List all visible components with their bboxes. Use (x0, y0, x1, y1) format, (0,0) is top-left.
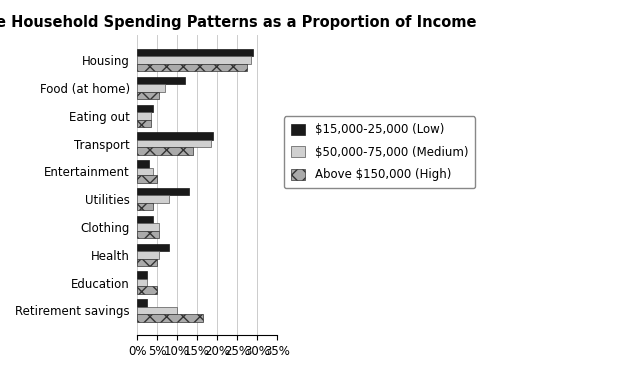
Bar (137, 132, 213, 140)
Bar (137, 258, 157, 266)
Bar (137, 104, 153, 112)
Bar (137, 216, 153, 223)
Bar (137, 223, 159, 231)
Bar (137, 77, 185, 84)
Bar (137, 167, 153, 175)
Bar (137, 271, 147, 279)
Bar (137, 92, 159, 99)
Bar (137, 175, 157, 183)
Bar (137, 64, 247, 72)
Bar (137, 244, 169, 251)
Bar (137, 188, 189, 195)
Bar (137, 147, 193, 155)
Legend: $15,000-25,000 (Low), $50,000-75,000 (Medium), Above $150,000 (High): $15,000-25,000 (Low), $50,000-75,000 (Me… (284, 116, 475, 188)
Bar (137, 49, 253, 56)
Bar (137, 140, 211, 147)
Bar (137, 314, 203, 322)
Bar (137, 251, 159, 258)
Bar (137, 56, 251, 64)
Bar (137, 231, 159, 238)
Bar (137, 195, 169, 203)
Bar (137, 203, 153, 210)
Bar (137, 112, 151, 120)
Bar (137, 279, 147, 286)
Bar (137, 286, 157, 294)
Bar (137, 120, 151, 127)
Bar (137, 160, 149, 167)
Title: Average Household Spending Patterns as a Proportion of Income: Average Household Spending Patterns as a… (0, 15, 476, 30)
Bar (137, 84, 165, 92)
Bar (137, 307, 177, 314)
Bar (137, 299, 147, 307)
